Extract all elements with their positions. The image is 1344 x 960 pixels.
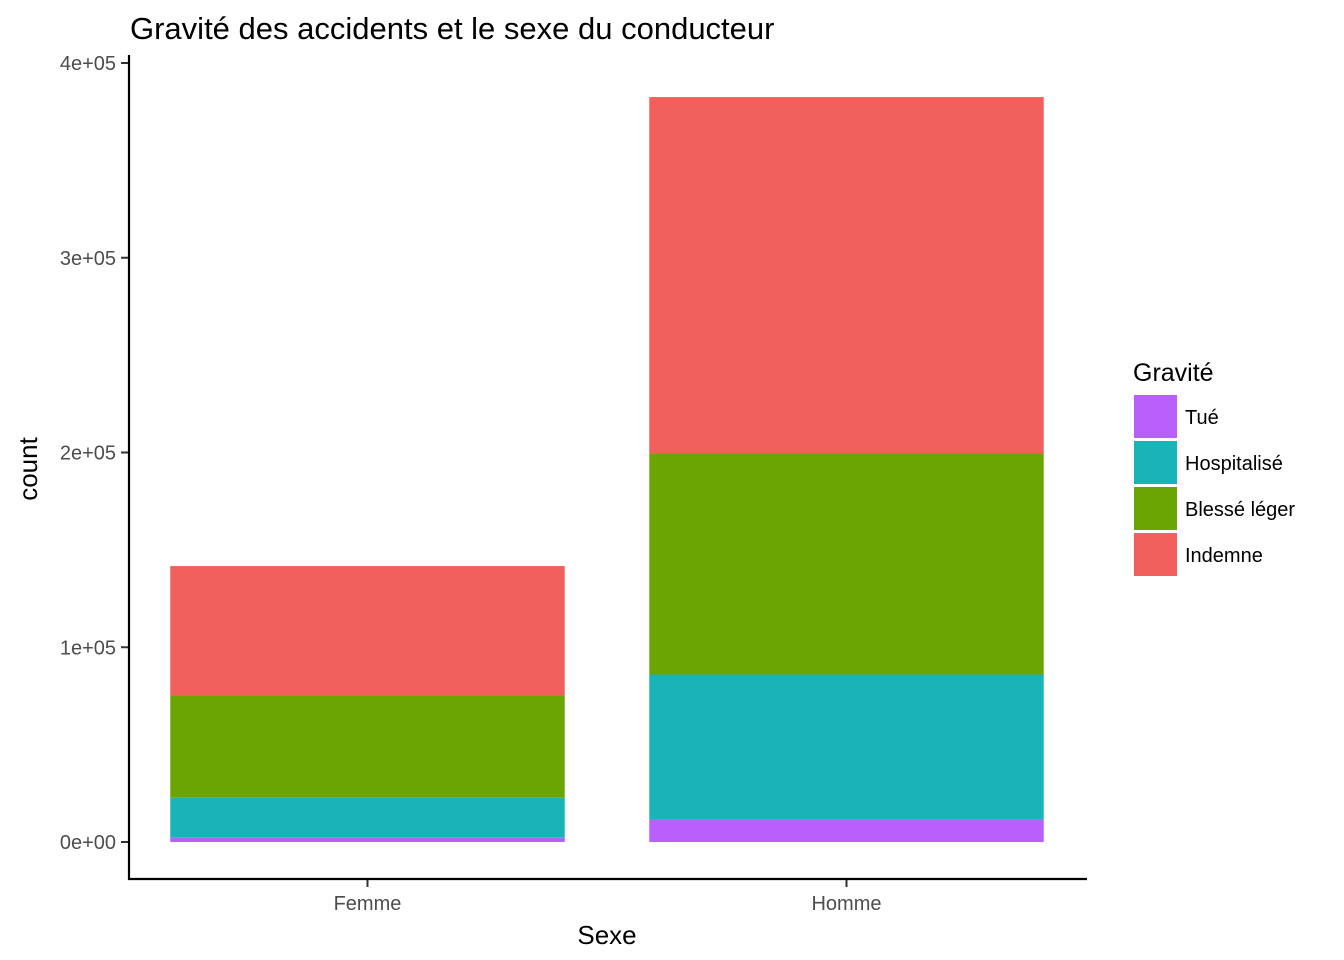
bar-segment-femme-0 (170, 837, 565, 842)
bars-group (170, 97, 1044, 842)
legend-key-3 (1134, 533, 1177, 576)
y-tick-label: 3e+05 (60, 248, 116, 270)
chart-title: Gravité des accidents et le sexe du cond… (130, 11, 774, 46)
x-axis-ticks: Femme Homme (334, 879, 882, 915)
bar-segment-femme-1 (170, 797, 565, 838)
legend-title: Gravité (1133, 359, 1214, 387)
bar-segment-homme-2 (649, 453, 1044, 675)
bar-segment-femme-3 (170, 566, 565, 696)
y-tick-label: 1e+05 (60, 637, 116, 659)
legend-label-2: Blessé léger (1185, 499, 1295, 521)
bar-segment-homme-0 (649, 819, 1044, 842)
y-tick-label: 4e+05 (60, 53, 116, 75)
bar-segment-homme-3 (649, 97, 1044, 454)
bar-segment-femme-2 (170, 695, 565, 798)
legend-key-0 (1134, 395, 1177, 438)
x-tick-label-femme: Femme (334, 893, 402, 915)
legend-label-0: Tué (1185, 407, 1219, 429)
legend: Gravité Tué Hospitalisé Blessé léger Indemn… (1133, 359, 1295, 576)
x-axis-title: Sexe (577, 920, 636, 950)
legend-label-1: Hospitalisé (1185, 453, 1283, 475)
y-axis-title: count (13, 436, 43, 500)
y-tick-label: 2e+05 (60, 443, 116, 465)
bar-segment-homme-1 (649, 674, 1044, 820)
legend-key-1 (1134, 441, 1177, 484)
y-tick-label: 0e+00 (60, 832, 116, 854)
y-axis-ticks: 0e+00 1e+05 2e+05 3e+05 4e+05 (60, 53, 129, 854)
legend-key-2 (1134, 487, 1177, 530)
legend-label-3: Indemne (1185, 545, 1263, 567)
x-tick-label-homme: Homme (811, 893, 881, 915)
